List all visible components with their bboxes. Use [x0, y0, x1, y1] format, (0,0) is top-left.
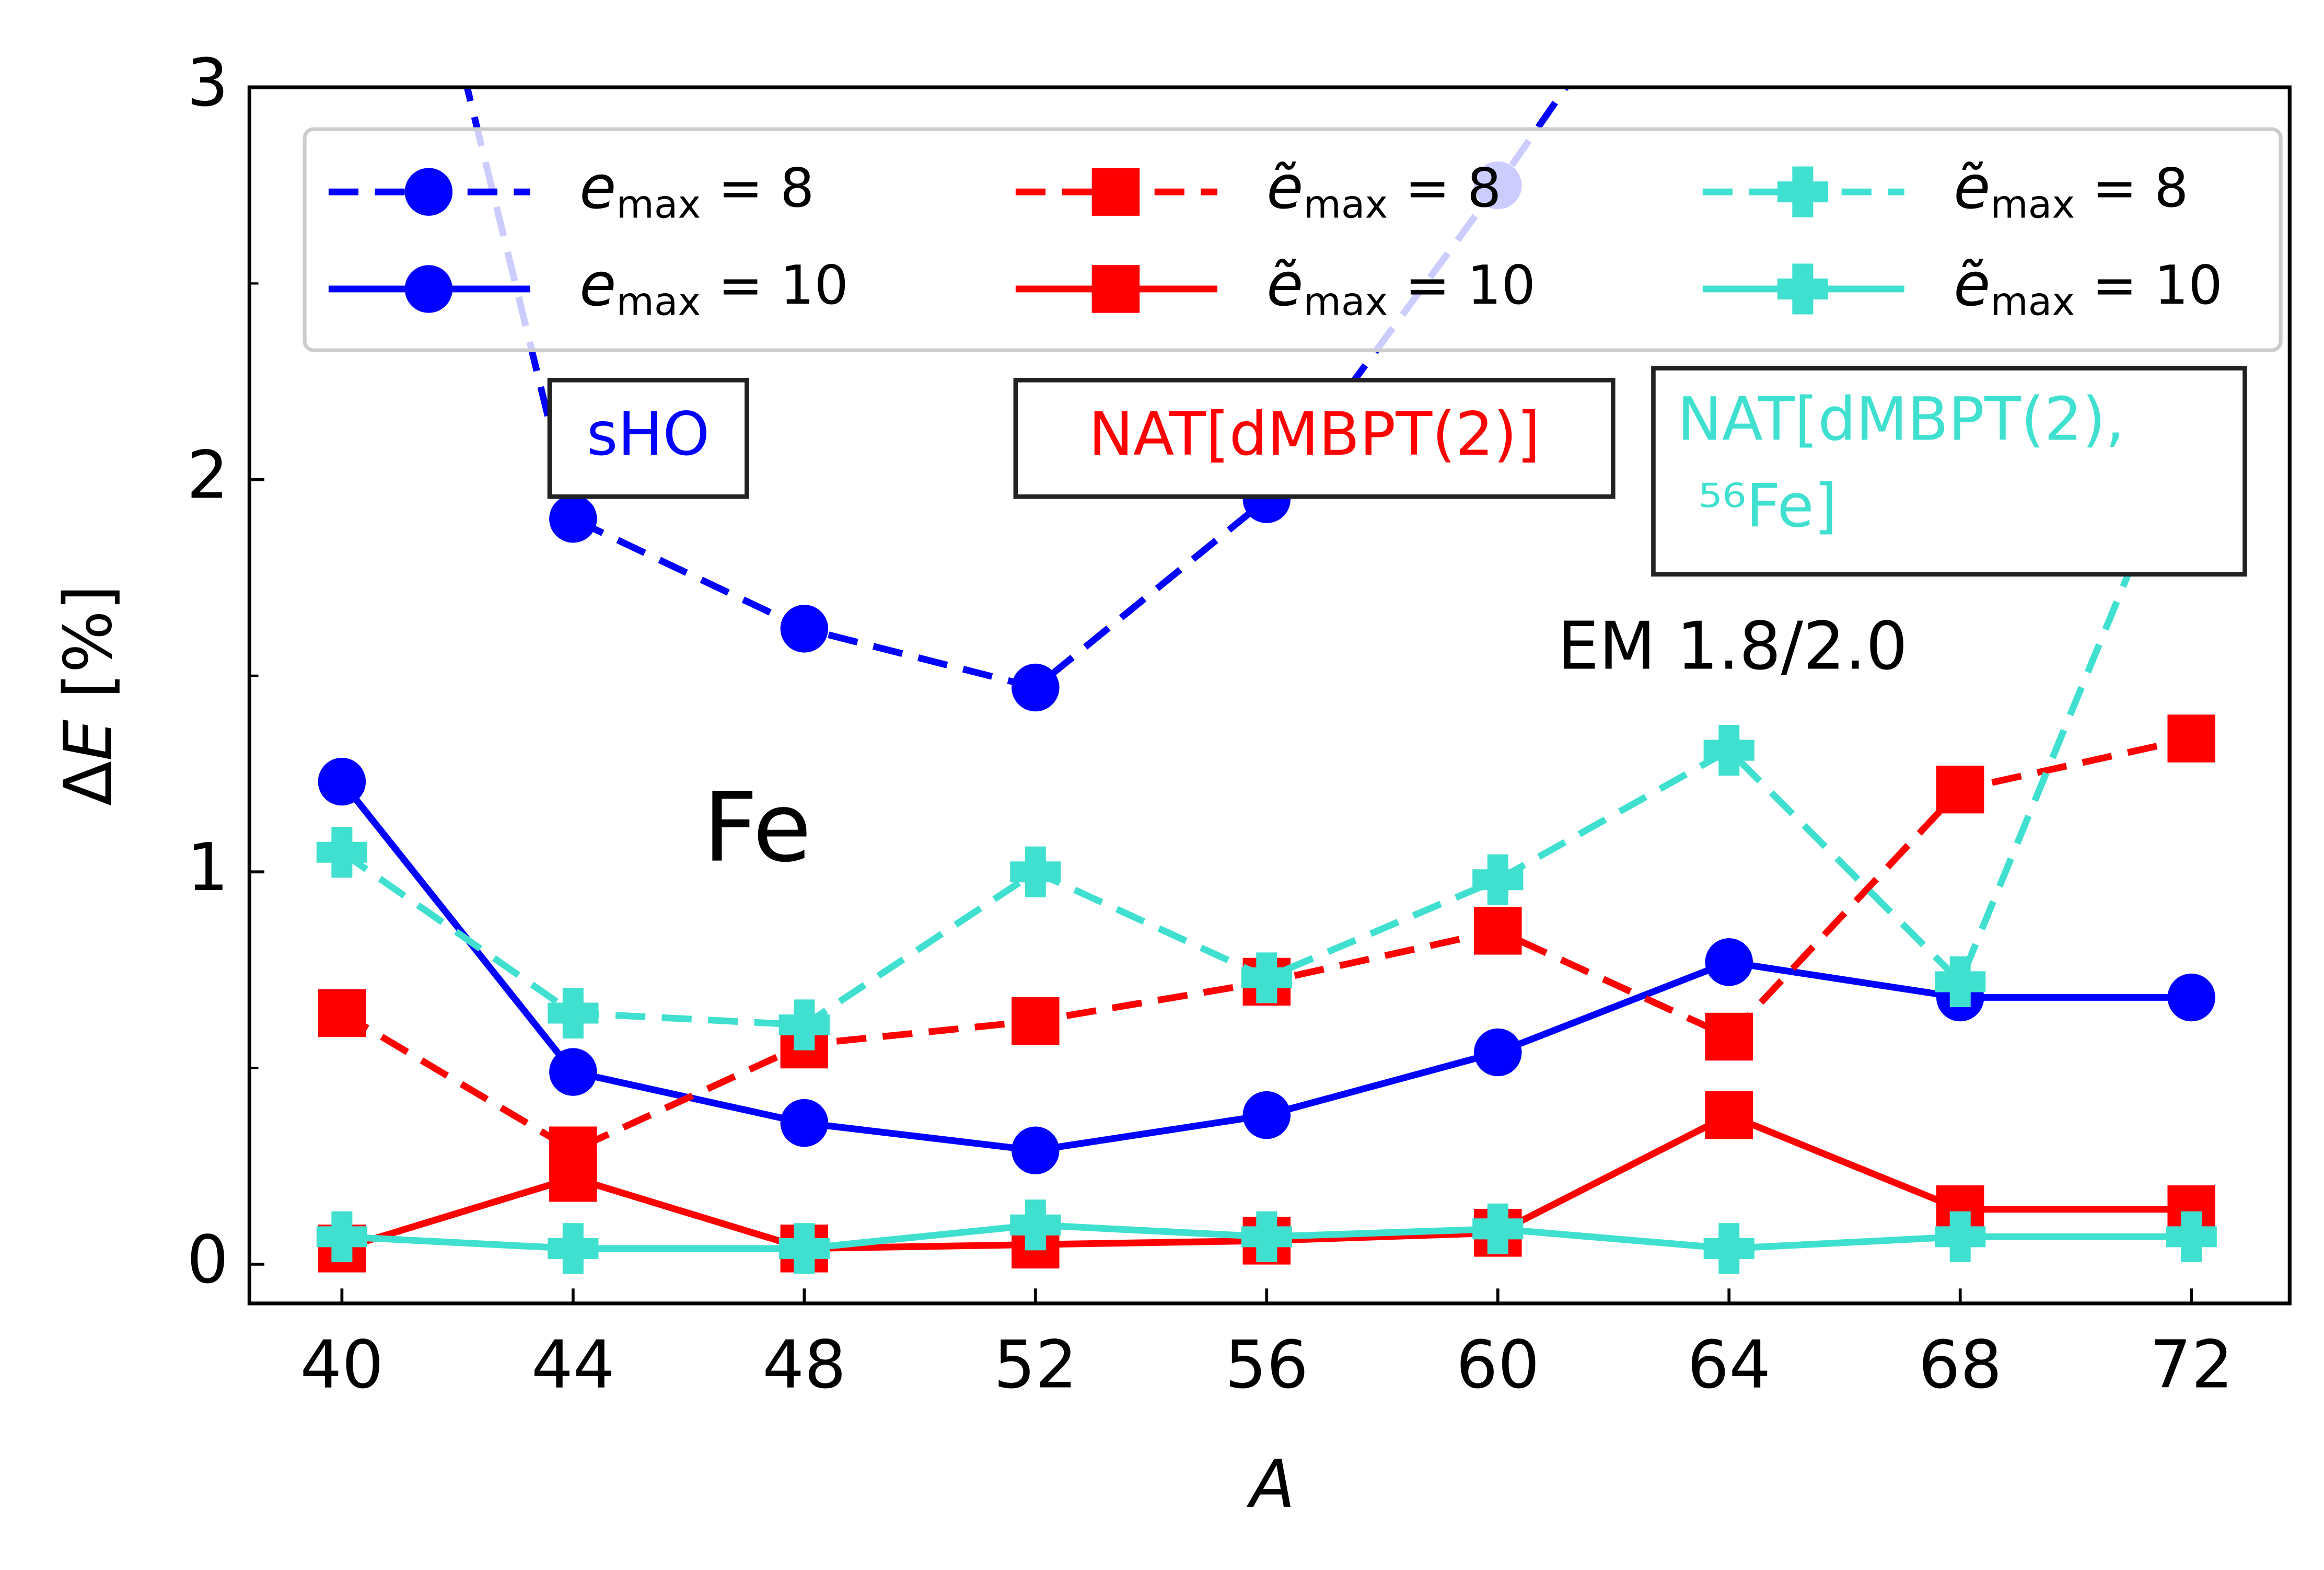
- marker: [1935, 1211, 1986, 1262]
- marker: [1935, 956, 1986, 1008]
- annotation: ⁵⁶Fe]: [1698, 471, 1837, 540]
- marker: [2166, 1211, 2217, 1262]
- marker: [1705, 1091, 1753, 1139]
- x-tick-label: 44: [531, 1326, 615, 1403]
- annotation: NAT[dMBPT(2)]: [1088, 399, 1540, 469]
- series-line: [340, 735, 2192, 1155]
- marker: [1010, 846, 1061, 897]
- x-tick-label: 52: [994, 1326, 1077, 1403]
- annotation: sHO: [587, 399, 710, 469]
- marker: [1012, 1126, 1060, 1174]
- marker: [549, 1048, 597, 1096]
- x-tick-label: 48: [762, 1326, 846, 1403]
- legend-label: ẽmax = 8: [1954, 153, 2188, 227]
- x-axis-label: A: [1247, 1446, 1295, 1522]
- legend-label: ẽmax = 10: [1954, 250, 2223, 324]
- plot-frame: [247, 85, 2292, 1306]
- marker: [1705, 938, 1753, 986]
- marker: [404, 168, 453, 216]
- marker: [1936, 765, 1984, 814]
- x-tick-label: 60: [1456, 1326, 1540, 1403]
- marker: [2167, 714, 2215, 763]
- legend-label: emax = 10: [579, 250, 849, 324]
- marker: [1474, 1028, 1522, 1077]
- annotation: Fe: [703, 772, 811, 884]
- marker: [780, 605, 829, 653]
- marker: [1705, 1012, 1753, 1061]
- legend: emax = 8 emax = 10 ẽmax = 8 ẽmax = 10 ẽmax =…: [303, 127, 2283, 352]
- annotation: EM 1.8/2.0: [1558, 607, 1908, 684]
- marker: [778, 999, 830, 1050]
- marker: [1703, 724, 1754, 776]
- annotation-box: [547, 378, 749, 499]
- x-tick-label: 68: [1919, 1326, 2002, 1403]
- marker: [1012, 997, 1060, 1045]
- marker: [1472, 854, 1524, 905]
- marker: [1242, 1091, 1291, 1139]
- marker: [548, 1223, 599, 1274]
- marker: [778, 1223, 830, 1274]
- marker: [1091, 265, 1140, 313]
- x-tick-label: 40: [300, 1326, 384, 1403]
- y-tick-label: 0: [187, 1221, 228, 1298]
- legend-label: emax = 8: [579, 153, 814, 227]
- legend-label: ẽmax = 8: [1266, 153, 1501, 227]
- annotation: NAT[dMBPT(2),: [1677, 384, 2124, 454]
- marker: [1474, 907, 1522, 955]
- x-tick-label: 72: [2149, 1326, 2233, 1403]
- marker: [318, 989, 366, 1037]
- marker: [1472, 1203, 1524, 1254]
- y-tick-label: 2: [187, 436, 228, 513]
- marker: [1777, 263, 1828, 315]
- x-tick-label: 64: [1687, 1326, 1771, 1403]
- y-axis-label: ΔE [%]: [50, 585, 126, 806]
- marker: [404, 265, 453, 313]
- marker: [1012, 663, 1060, 712]
- legend-label: ẽmax = 10: [1266, 250, 1536, 324]
- marker: [1241, 952, 1292, 1003]
- y-tick-label: 1: [187, 829, 228, 906]
- marker: [316, 827, 367, 878]
- marker: [548, 987, 599, 1039]
- y-tick-label: 3: [187, 44, 228, 121]
- marker: [549, 1154, 597, 1202]
- marker: [1777, 166, 1828, 217]
- marker: [1703, 1223, 1754, 1274]
- marker: [1241, 1211, 1292, 1262]
- marker: [1091, 168, 1140, 216]
- marker: [318, 757, 366, 806]
- marker: [549, 494, 597, 543]
- marker: [316, 1211, 367, 1262]
- marker: [2167, 973, 2215, 1022]
- x-tick-label: 56: [1225, 1326, 1308, 1403]
- annotation-box: [1013, 378, 1616, 499]
- marker: [1010, 1199, 1061, 1251]
- marker: [780, 1099, 829, 1147]
- annotation-box: [1651, 366, 2247, 577]
